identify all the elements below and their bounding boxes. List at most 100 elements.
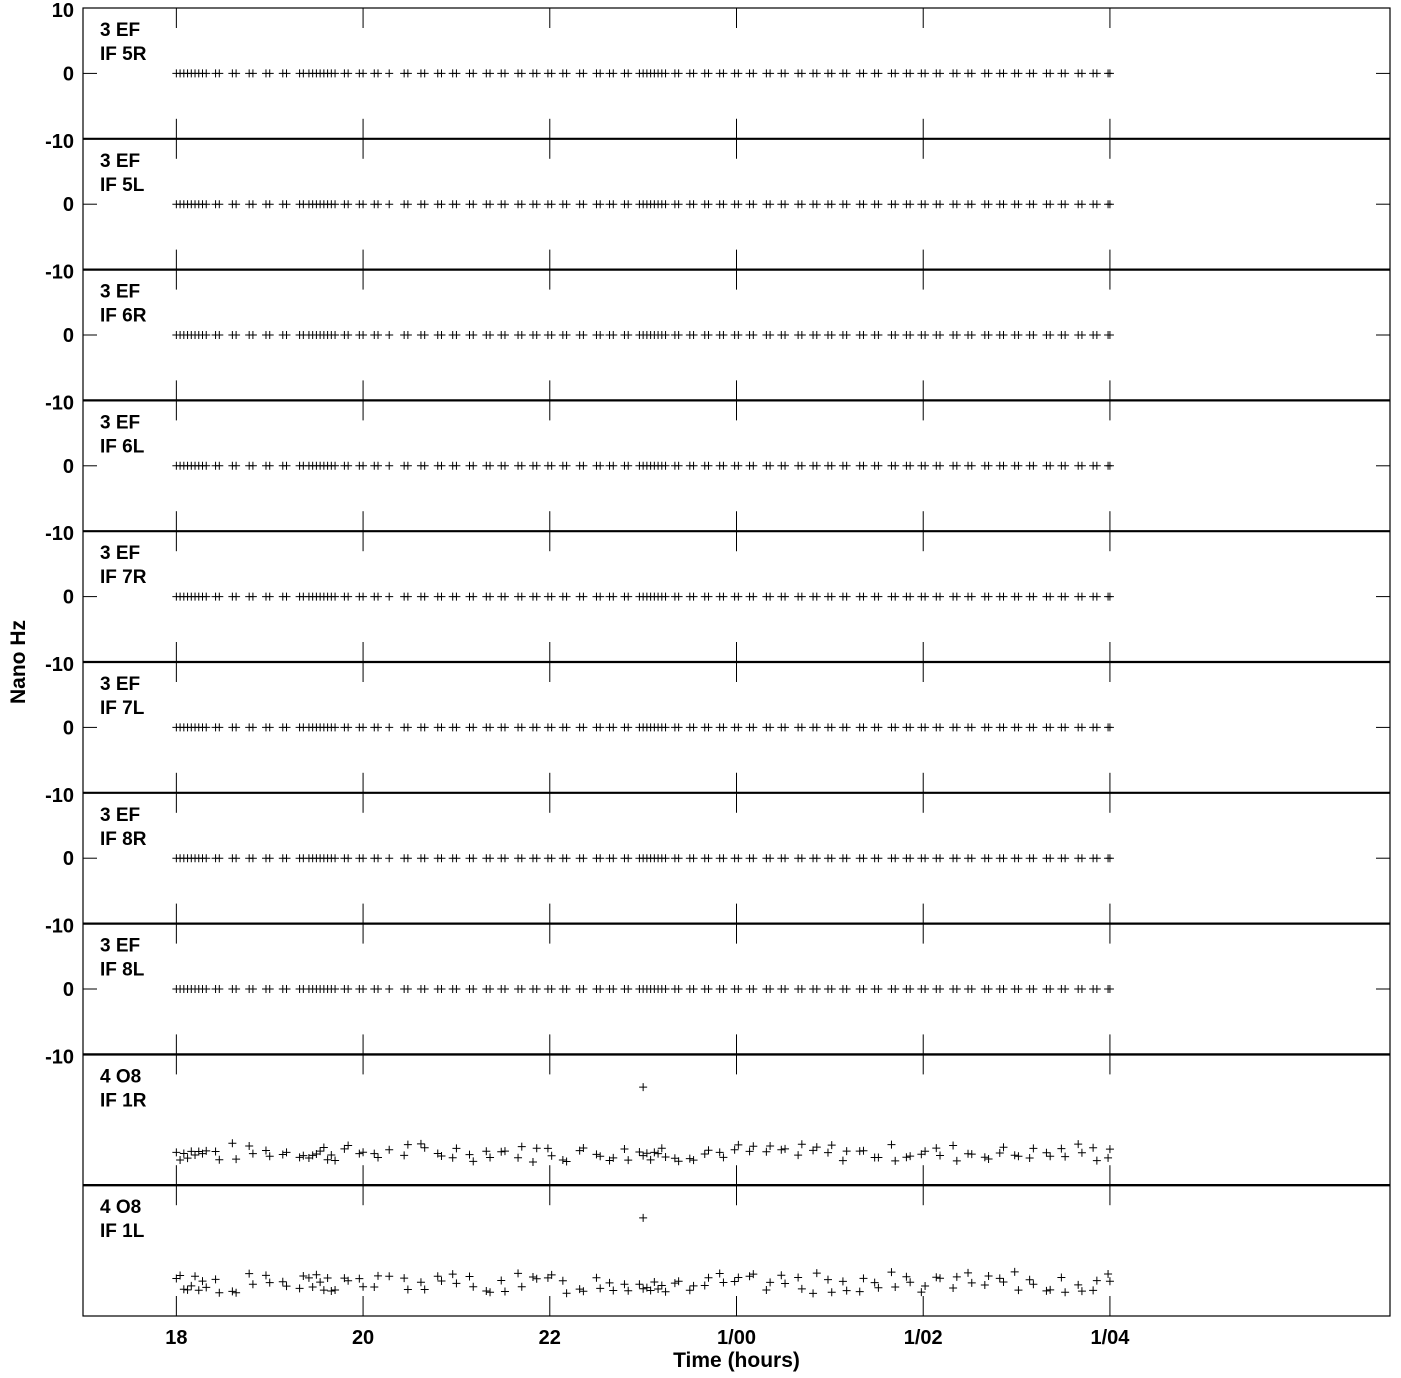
data-point [532,985,541,993]
data-point [562,1289,571,1298]
data-point [719,1278,728,1287]
data-point [674,200,683,209]
data-point [1046,854,1055,863]
data-point [766,592,775,601]
data-point [420,1285,429,1294]
data-point [766,1278,775,1287]
data-point [654,1284,663,1293]
data-point [514,1153,523,1162]
data-point [1105,985,1114,993]
data-point [497,1276,506,1285]
data-point [1029,1144,1038,1153]
data-point [689,1156,698,1165]
data-point [232,1155,241,1164]
data-point [964,1268,973,1277]
data-point [179,1285,188,1294]
data-point [420,69,429,78]
data-point [1046,723,1055,732]
data-point [1046,1285,1055,1294]
data-point [661,985,670,993]
y-tick-label: 0 [63,587,74,609]
data-point [781,723,790,732]
data-point [344,985,353,993]
data-point [562,723,571,732]
y-tick-label: 0 [63,325,74,347]
data-point [1029,69,1038,78]
data-point [704,592,713,601]
data-point [191,1151,200,1160]
x-tick-label: 1/04 [1090,1327,1130,1349]
data-point [547,331,556,339]
data-point [579,854,588,863]
data-point [469,1282,478,1291]
panel-label-line1: 3 EF [100,936,140,957]
data-point [936,331,945,339]
data-point [1029,592,1038,601]
data-point [385,985,394,993]
data-point [715,1148,724,1157]
data-point [797,723,806,732]
data-point [370,1149,379,1158]
panel-label-line2: IF 1L [100,1221,145,1242]
data-point [486,461,495,470]
data-point [282,1148,291,1157]
data-point [248,461,257,470]
data-point [1092,723,1101,732]
data-point [1077,723,1086,732]
data-point [374,1271,383,1280]
data-point [359,985,368,993]
data-point [403,69,412,78]
data-point [781,1144,790,1153]
data-point [650,1278,659,1287]
y-tick-label: -10 [45,1046,74,1068]
data-point [452,461,461,470]
data-point [952,331,961,339]
data-point [859,985,868,993]
data-point [984,1271,993,1280]
data-point [500,1147,509,1156]
data-point [797,200,806,209]
data-point [486,69,495,78]
data-point [624,592,633,601]
data-point [749,331,758,339]
data-point [592,1150,601,1159]
data-point [902,1272,911,1281]
x-axis-title: Time (hours) [673,1349,800,1372]
data-point [1077,1148,1086,1157]
data-point [198,1277,207,1286]
data-point [452,854,461,863]
data-point [486,592,495,601]
data-point [999,69,1008,78]
data-point [331,1285,340,1294]
data-point [215,1155,224,1164]
data-point [704,461,713,470]
data-point [719,592,728,601]
data-point [323,1274,332,1283]
panel-label-line2: IF 7R [100,567,147,588]
data-point [936,461,945,470]
data-point [500,200,509,209]
data-point [579,1144,588,1153]
panel-label-line1: 3 EF [100,543,140,564]
data-point [932,1144,941,1153]
data-point [936,69,945,78]
data-point [730,1277,739,1286]
data-point [609,1286,618,1295]
data-point [517,200,526,209]
data-point [1061,985,1070,993]
data-point [403,854,412,863]
data-point [486,723,495,732]
data-point [452,331,461,339]
data-point [385,1145,394,1154]
data-point [967,723,976,732]
data-point [500,985,509,993]
data-point [1046,985,1055,993]
data-point [870,1278,879,1287]
data-point [420,461,429,470]
data-point [704,723,713,732]
data-point [248,69,257,78]
data-point [374,200,383,209]
data-point [689,592,698,601]
x-tick-label: 18 [165,1327,187,1349]
data-point [1014,200,1023,209]
